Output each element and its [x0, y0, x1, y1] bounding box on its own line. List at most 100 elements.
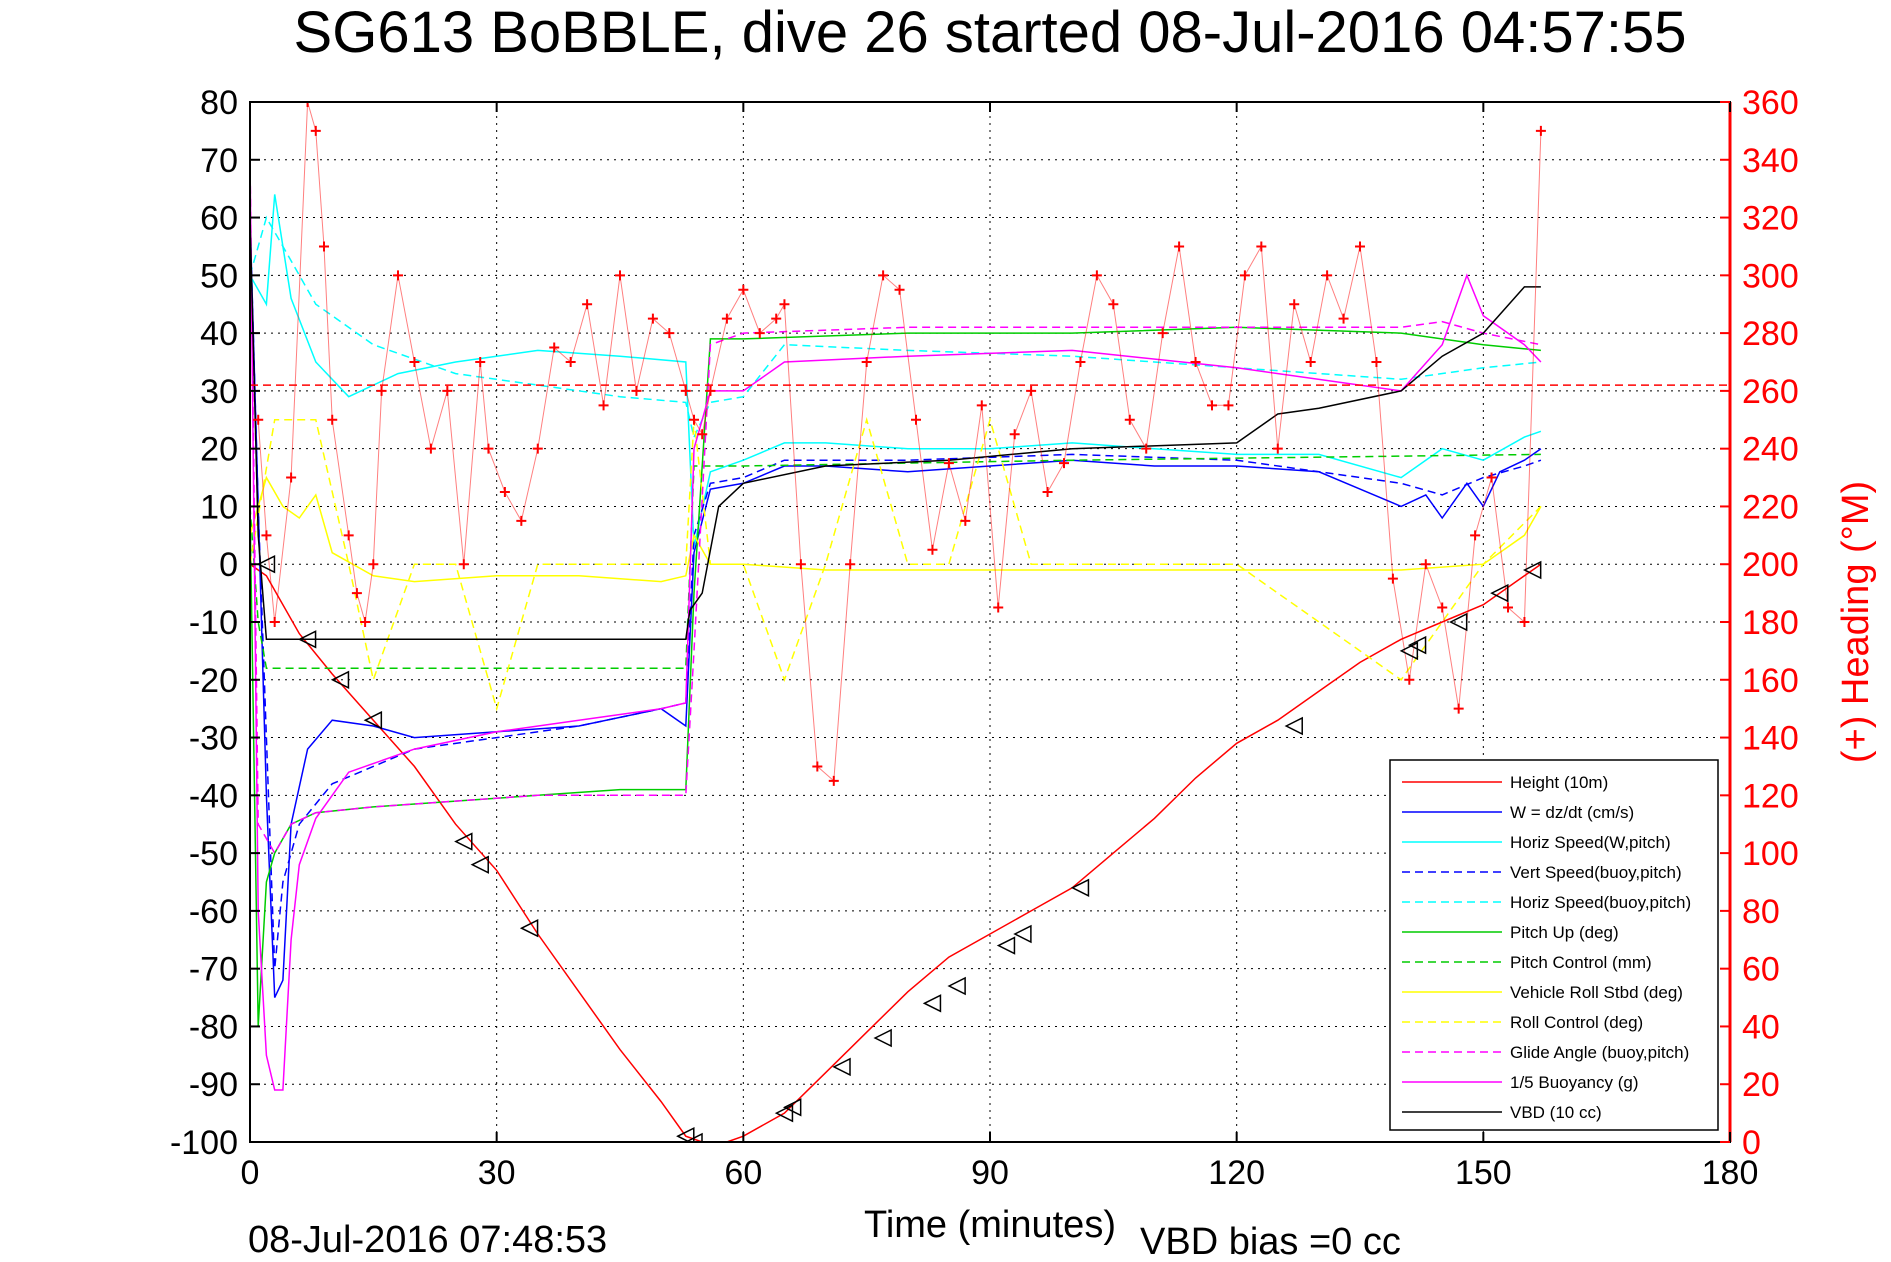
y-tick-label: -20 — [189, 662, 238, 700]
series-roll-control-deg — [250, 417, 1542, 712]
height-sample-marker — [1448, 612, 1468, 632]
right-tick-label: 60 — [1742, 951, 1780, 989]
y-tick-label: 60 — [200, 200, 238, 238]
series-1-5-buoyancy-g — [250, 159, 1542, 1091]
y-tick-label: 0 — [219, 546, 238, 584]
legend-label: Pitch Up (deg) — [1510, 923, 1619, 942]
x-tick-label: 120 — [1208, 1154, 1265, 1192]
legend-label: Roll Control (deg) — [1510, 1013, 1643, 1032]
right-tick-label: 20 — [1742, 1066, 1780, 1104]
right-tick-label: 360 — [1742, 84, 1799, 122]
legend-label: Glide Angle (buoy,pitch) — [1510, 1043, 1689, 1062]
height-sample-marker — [1013, 924, 1032, 944]
right-tick-label: 260 — [1742, 373, 1799, 411]
y-tick-label: 30 — [200, 373, 238, 411]
right-tick-label: 80 — [1742, 893, 1780, 931]
height-sample-marker — [684, 1132, 703, 1142]
right-tick-label: 320 — [1742, 200, 1799, 238]
legend-label: Height (10m) — [1510, 773, 1608, 792]
y-tick-label: -100 — [170, 1124, 238, 1162]
y-tick-label: 80 — [200, 84, 238, 122]
legend-box — [1389, 759, 1719, 1131]
legend-label: Vert Speed(buoy,pitch) — [1510, 863, 1682, 882]
y-tick-label: -70 — [189, 951, 238, 989]
x-axis-label: Time (minutes) — [864, 1204, 1116, 1246]
footer-vbd-bias: VBD bias =0 cc — [1140, 1221, 1401, 1262]
series-heading — [253, 102, 1546, 786]
y-tick-label: -50 — [189, 835, 238, 873]
legend-label: W = dz/dt (cm/s) — [1510, 803, 1634, 822]
height-sample-marker — [1399, 641, 1419, 661]
y-tick-label: -90 — [189, 1066, 238, 1104]
x-axis-ticks: 0 30 60 90 120 150 180 — [241, 102, 1759, 1192]
series-glide-angle-buoy-pitch — [250, 159, 1542, 855]
height-sample-marker — [470, 855, 489, 874]
right-tick-label: 280 — [1742, 315, 1799, 353]
right-tick-label: 200 — [1742, 546, 1799, 584]
legend-label: Horiz Speed(W,pitch) — [1510, 833, 1671, 852]
right-axis-ticks: 3603403203002802602402202001801601401201… — [1720, 84, 1799, 1162]
right-tick-label: 40 — [1742, 1008, 1780, 1046]
height-sample-marker — [947, 976, 966, 996]
y-tick-label: 50 — [200, 257, 238, 295]
y-tick-label: -40 — [189, 777, 238, 815]
height-sample-marker — [297, 630, 317, 649]
legend-label: 1/5 Buoyancy (g) — [1510, 1073, 1639, 1092]
y-tick-label: 20 — [200, 431, 238, 469]
series-pitch-up-deg — [250, 326, 1541, 1027]
series-horiz-speed-w-pitch — [250, 194, 1542, 548]
y-tick-label: -80 — [189, 1008, 238, 1046]
series-vert-speed-buoy-pitch — [250, 217, 1542, 969]
right-tick-label: 0 — [1742, 1124, 1761, 1162]
height-sample-marker — [832, 1057, 851, 1077]
height-sample-marker — [1522, 560, 1542, 580]
right-tick-label: 340 — [1742, 142, 1799, 180]
height-sample-marker — [519, 919, 539, 938]
y-tick-label: -60 — [189, 893, 238, 931]
height-sample-marker — [676, 1127, 695, 1142]
legend-label: Horiz Speed(buoy,pitch) — [1510, 893, 1691, 912]
y-tick-label: -30 — [189, 720, 238, 758]
right-tick-label: 220 — [1742, 488, 1799, 526]
x-tick-label: 180 — [1702, 1154, 1759, 1192]
height-sample-marker — [873, 1028, 892, 1048]
height-sample-marker — [996, 936, 1016, 955]
height-sample-marker — [363, 711, 383, 730]
footer-timestamp: 08-Jul-2016 07:48:53 — [248, 1219, 607, 1261]
series-w-dz-dt-cm-s — [250, 217, 1542, 998]
height-sample-marker — [1490, 583, 1509, 603]
y-tick-label: 40 — [200, 315, 238, 353]
height-sample-marker — [782, 1098, 802, 1117]
right-axis-label: (+) Heading (°M) — [1835, 481, 1877, 763]
chart-title: SG613 BoBBLE, dive 26 started 08-Jul-201… — [294, 0, 1687, 65]
legend-label: VBD (10 cc) — [1510, 1103, 1602, 1122]
x-tick-label: 30 — [478, 1154, 516, 1192]
height-sample-marker — [454, 832, 473, 851]
height-sample-marker — [1407, 635, 1427, 655]
x-tick-label: 0 — [241, 1154, 260, 1192]
height-sample-marker — [1284, 716, 1303, 736]
y-tick-label: 70 — [200, 142, 238, 180]
x-tick-label: 60 — [724, 1154, 762, 1192]
series-layer — [250, 102, 1730, 1142]
x-tick-label: 150 — [1455, 1154, 1512, 1192]
height-markers-layer — [256, 555, 1542, 1142]
y-tick-label: -10 — [189, 604, 238, 642]
right-tick-label: 180 — [1742, 604, 1799, 642]
right-tick-label: 100 — [1742, 835, 1799, 873]
right-tick-label: 240 — [1742, 431, 1799, 469]
right-tick-label: 300 — [1742, 257, 1799, 295]
legend: Height (10m) W = dz/dt (cm/s) Horiz Speed(… — [1389, 759, 1719, 1131]
right-tick-label: 120 — [1742, 777, 1799, 815]
legend-label: Pitch Control (mm) — [1510, 953, 1652, 972]
legend-label: Vehicle Roll Stbd (deg) — [1510, 983, 1683, 1002]
height-sample-marker — [922, 994, 942, 1013]
series-pitch-control-mm — [250, 453, 1541, 669]
series-vbd-10-cc — [250, 217, 1541, 641]
right-tick-label: 160 — [1742, 662, 1799, 700]
height-sample-marker — [256, 555, 276, 574]
x-tick-label: 90 — [971, 1154, 1009, 1192]
y-tick-label: 10 — [200, 488, 238, 526]
y-axis-ticks: 80 70 60 50 40 30 20 10 0 -10 -20 -30 -40 -50 -60 -70 -8… — [170, 84, 260, 1162]
